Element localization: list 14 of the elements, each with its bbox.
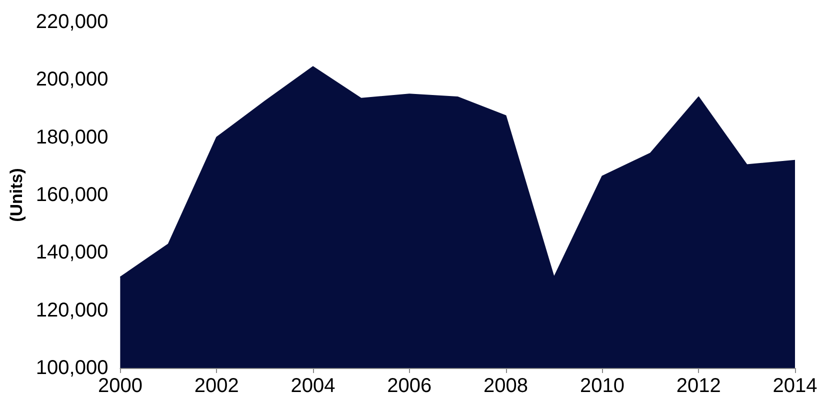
- y-tick-label: 140,000: [36, 242, 108, 264]
- y-tick-label: 200,000: [36, 68, 108, 91]
- y-tick-label: 120,000: [36, 299, 108, 322]
- x-tick-label: 2006: [387, 375, 432, 397]
- x-tick-label: 2014: [772, 375, 818, 397]
- x-tick-label: 2008: [484, 375, 528, 397]
- x-tick-label: 2004: [290, 375, 336, 397]
- x-tick-label: 2012: [676, 375, 721, 397]
- y-axis-title: (Units): [7, 168, 26, 222]
- x-tick-label: 2002: [194, 375, 239, 397]
- y-tick-label: 220,000: [36, 11, 108, 33]
- x-tick-label: 2010: [580, 375, 624, 397]
- y-tick-label: 160,000: [36, 184, 108, 206]
- y-tick-label: 180,000: [36, 126, 108, 148]
